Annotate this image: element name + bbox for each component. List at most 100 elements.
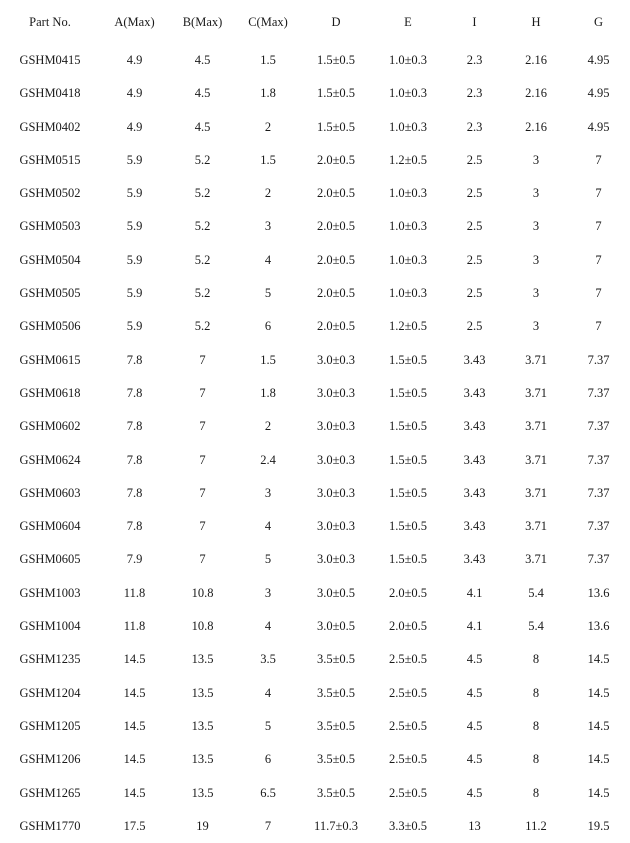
cell-b_max: 7 [199,552,206,567]
cell-part-no: GSHM0604 [19,519,81,534]
table-row: GSHM1206 14.5 13.5 6 3.5±0.5 2.5±0.5 4.5 8 14.5 [0,743,630,776]
cell-h: 3.71 [525,519,547,534]
cell-e: 1.0±0.3 [388,286,428,301]
cell-g: 14.5 [587,785,610,800]
cell-part-no: GSHM1770 [19,818,81,833]
cell-part-no: GSHM0615 [19,352,81,367]
cell-a_max: 5.9 [126,152,143,167]
table-row: GSHM0503 5.9 5.2 3 2.0±0.5 1.0±0.3 2.5 3 7 [0,210,630,243]
cell-e: 1.0±0.3 [388,119,428,134]
column-header-i: I [472,15,477,29]
cell-i: 3.43 [463,485,486,500]
cell-a_max: 7.9 [126,552,143,567]
cell-d: 1.5±0.5 [316,119,356,134]
cell-e: 2.5±0.5 [388,652,428,667]
cell-b_max: 13.5 [191,685,214,700]
cell-a_max: 11.8 [123,619,146,634]
cell-d: 3.5±0.5 [316,652,356,667]
cell-i: 4.5 [466,685,483,700]
table-row: GSHM1265 14.5 13.5 6.5 3.5±0.5 2.5±0.5 4.5 8 14.… [0,777,630,810]
cell-a_max: 7.8 [126,352,143,367]
cell-h: 3.71 [525,452,547,467]
cell-c_max: 4 [264,519,272,534]
table-row: GSHM1204 14.5 13.5 4 3.5±0.5 2.5±0.5 4.5 8 14.5 [0,677,630,710]
cell-g: 4.95 [587,53,610,67]
table-row: GSHM0615 7.8 7 1.5 3.0±0.3 1.5±0.5 3.43 3.71 7.3… [0,344,630,377]
cell-i: 2.3 [466,86,483,101]
cell-e: 1.0±0.3 [388,186,428,201]
cell-a_max: 11.8 [123,585,146,600]
table-row: GSHM0506 5.9 5.2 6 2.0±0.5 1.2±0.5 2.5 3 7 [0,310,630,343]
cell-h: 8 [532,718,540,733]
cell-d: 3.0±0.3 [316,452,356,467]
cell-c_max: 3 [264,585,272,600]
cell-g: 19.5 [587,818,610,833]
cell-b_max: 13.5 [191,652,214,667]
cell-part-no: GSHM0603 [19,485,81,500]
column-header-c-max: C(Max) [248,15,288,29]
cell-a_max: 14.5 [123,718,146,733]
cell-d: 2.0±0.5 [316,319,356,334]
cell-part-no: GSHM0506 [19,319,81,334]
cell-part-no: GSHM0503 [19,219,81,234]
cell-a_max: 7.8 [126,385,143,400]
cell-a_max: 14.5 [123,652,146,667]
table-row: GSHM0605 7.9 7 5 3.0±0.3 1.5±0.5 3.43 3.71 7.37 [0,543,630,576]
cell-part-no: GSHM0402 [19,119,81,134]
cell-h: 3 [532,286,540,301]
cell-part-no: GSHM1004 [19,619,81,634]
cell-e: 2.0±0.5 [388,585,428,600]
cell-b_max: 7 [199,385,206,400]
cell-i: 4.1 [466,619,483,634]
cell-c_max: 1.5 [260,53,276,67]
cell-e: 3.3±0.5 [388,818,428,833]
cell-h: 3.71 [525,385,547,400]
cell-d: 2.0±0.5 [316,286,356,301]
cell-e: 2.0±0.5 [388,619,428,634]
table-row: GSHM0618 7.8 7 1.8 3.0±0.3 1.5±0.5 3.43 3.71 7.3… [0,377,630,410]
cell-g: 13.6 [587,619,610,634]
table-row: GSHM0624 7.8 7 2.4 3.0±0.3 1.5±0.5 3.43 3.71 7.3… [0,444,630,477]
cell-part-no: GSHM1204 [19,685,81,700]
table-row: GSHM1004 11.8 10.8 4 3.0±0.5 2.0±0.5 4.1 5.4 13.… [0,610,630,643]
cell-h: 3 [532,152,540,167]
cell-b_max: 5.2 [194,319,211,334]
cell-e: 2.5±0.5 [388,685,428,700]
cell-g: 13.6 [587,585,610,600]
table-header: Part No. A(Max) B(Max) C(Max) D E I H G [0,0,630,44]
column-header-g: G [593,15,604,29]
table-row: GSHM1003 11.8 10.8 3 3.0±0.5 2.0±0.5 4.1 5.4 13.… [0,577,630,610]
cell-i: 2.5 [466,219,483,234]
cell-a_max: 14.5 [123,785,146,800]
cell-a_max: 5.9 [126,186,143,201]
cell-i: 2.3 [466,53,483,67]
cell-h: 3.71 [525,552,547,567]
cell-part-no: GSHM1235 [19,652,81,667]
cell-c_max: 2 [264,119,272,134]
cell-e: 1.5±0.5 [388,552,428,567]
table-row: GSHM1205 14.5 13.5 5 3.5±0.5 2.5±0.5 4.5 8 14.5 [0,710,630,743]
column-header-h: H [531,15,541,29]
cell-c_max: 6 [264,319,272,334]
cell-i: 2.5 [466,319,483,334]
cell-g: 7 [595,252,602,267]
cell-d: 2.0±0.5 [316,186,356,201]
cell-h: 3 [532,219,540,234]
cell-i: 3.43 [463,385,486,400]
cell-e: 1.0±0.3 [388,252,428,267]
cell-part-no: GSHM0602 [19,419,81,434]
cell-part-no: GSHM0502 [19,186,81,201]
cell-d: 3.0±0.5 [316,619,356,634]
cell-h: 8 [532,652,540,667]
table-row: GSHM0515 5.9 5.2 1.5 2.0±0.5 1.2±0.5 2.5 3 7 [0,144,630,177]
cell-g: 7.37 [587,552,610,567]
cell-g: 14.5 [587,652,610,667]
table-row: GSHM0504 5.9 5.2 4 2.0±0.5 1.0±0.3 2.5 3 7 [0,244,630,277]
cell-c_max: 5 [264,718,272,733]
table-row: GSHM0602 7.8 7 2 3.0±0.3 1.5±0.5 3.43 3.71 7.37 [0,410,630,443]
cell-g: 7 [595,152,602,167]
cell-b_max: 19 [196,818,209,833]
table-row: GSHM0604 7.8 7 4 3.0±0.3 1.5±0.5 3.43 3.71 7.37 [0,510,630,543]
cell-i: 3.43 [463,352,486,367]
cell-a_max: 4.9 [126,53,143,67]
